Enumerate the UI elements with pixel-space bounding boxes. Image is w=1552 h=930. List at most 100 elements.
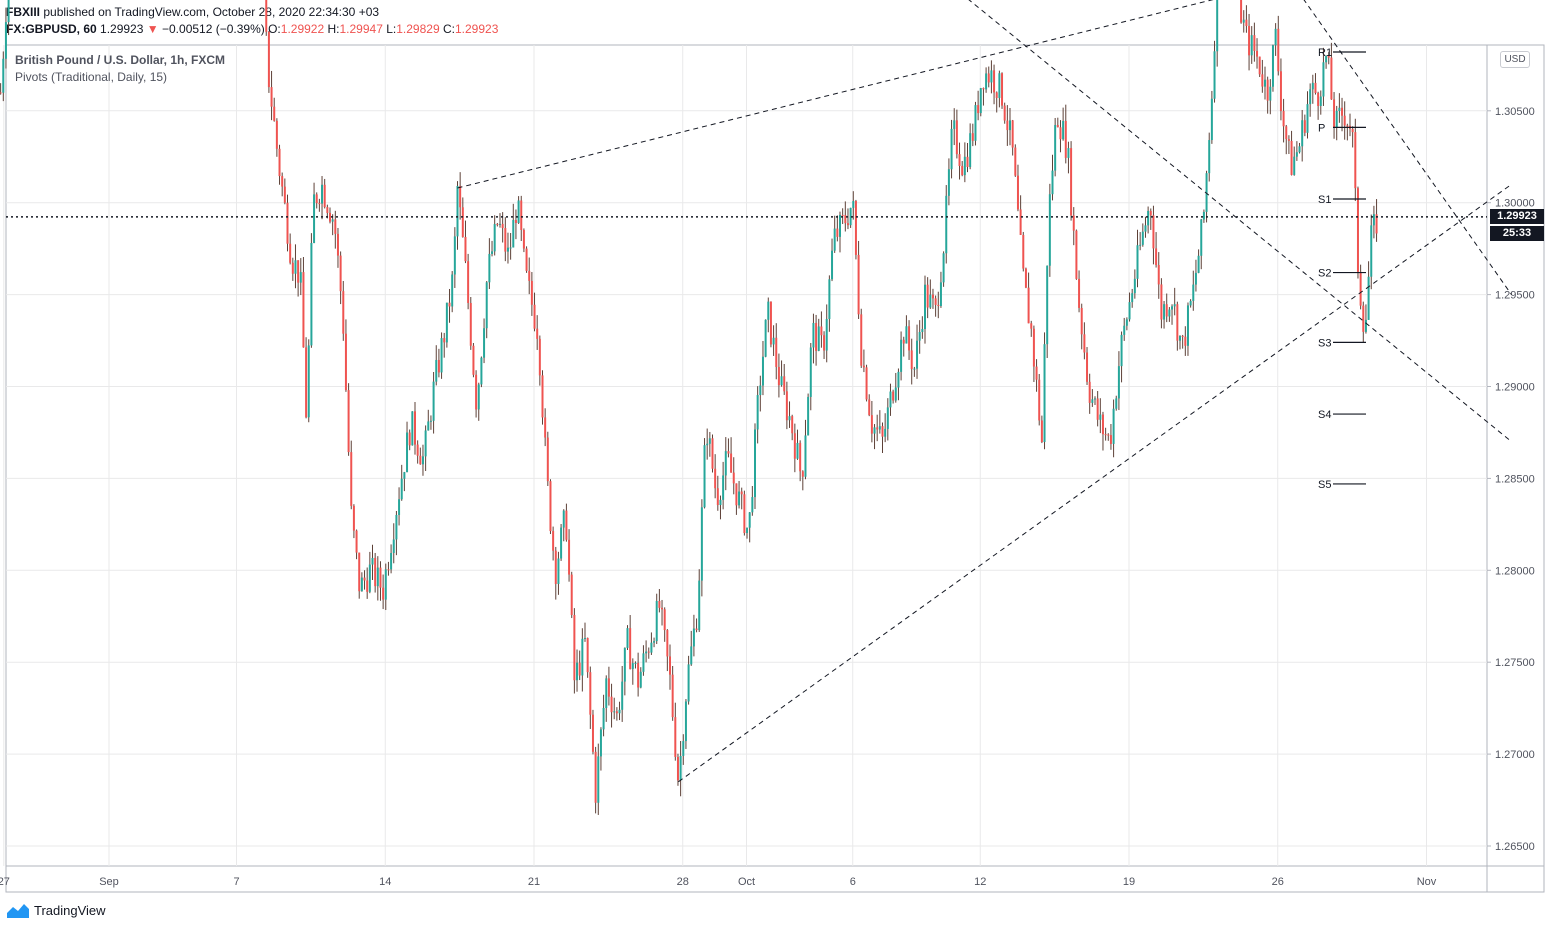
candle-body: [785, 391, 788, 421]
y-tick-label: 1.30000: [1495, 198, 1535, 210]
candle-body: [1264, 79, 1266, 87]
candle-body: [804, 435, 807, 477]
candle-body: [743, 494, 746, 534]
candle-body: [1083, 334, 1086, 353]
candle-body: [889, 391, 892, 408]
candle-body: [546, 437, 549, 482]
candle-body: [366, 580, 369, 592]
pivot-label: R1: [1318, 47, 1332, 59]
x-tick-label: 6: [850, 876, 856, 888]
candle-body: [751, 497, 754, 513]
candle-body: [921, 328, 924, 333]
candle-body: [605, 678, 608, 708]
candle-body: [759, 385, 762, 396]
candle-body: [1091, 399, 1094, 403]
candle-body: [1054, 124, 1057, 171]
candle-body: [506, 247, 509, 252]
candle-body: [679, 755, 682, 781]
candle-body: [379, 567, 382, 588]
candle-body: [581, 638, 584, 676]
ohlc-bar: FX:GBPUSD, 60 1.29923 ▼ −0.00512 (−0.39%…: [6, 22, 498, 36]
candle-body: [870, 415, 873, 434]
x-tick-label: Nov: [1417, 876, 1437, 888]
candle-body: [950, 128, 953, 170]
candle-body: [347, 390, 350, 453]
candle-body: [408, 432, 411, 446]
candle-body: [1362, 305, 1365, 332]
candle-body: [1125, 319, 1128, 326]
candle-body: [942, 253, 945, 283]
candle-body: [1141, 231, 1144, 245]
candle-body: [1080, 307, 1083, 335]
candle-body: [1210, 98, 1213, 141]
candle-body: [714, 468, 717, 489]
candle-body: [1319, 96, 1322, 106]
candle-body: [549, 481, 552, 532]
candle-body: [629, 628, 632, 670]
candle-body: [313, 194, 316, 243]
candle-body: [812, 322, 815, 348]
candle-body: [299, 272, 302, 283]
candle-body: [730, 453, 733, 473]
candle-body: [1048, 194, 1051, 266]
candle-body: [2, 58, 5, 93]
candle-body: [1152, 215, 1155, 249]
candle-body: [854, 201, 857, 255]
candle-body: [1168, 309, 1171, 317]
candle-body: [586, 637, 589, 673]
candle-body: [769, 301, 772, 345]
candle-body: [318, 203, 321, 205]
candle-body: [1024, 268, 1027, 288]
candle-body: [305, 347, 308, 418]
candle-body: [1189, 300, 1192, 306]
currency-button[interactable]: USD: [1500, 51, 1530, 68]
indicator-legend[interactable]: Pivots (Traditional, Daily, 15): [15, 70, 168, 84]
candle-body: [1059, 127, 1062, 140]
footer-brand[interactable]: TradingView: [6, 901, 106, 919]
candle-body: [820, 326, 823, 336]
candle-body: [477, 384, 480, 410]
candle-body: [892, 391, 895, 401]
candle-body: [650, 642, 653, 653]
candle-body: [278, 148, 281, 177]
candle-body: [289, 243, 292, 263]
candle-body: [1341, 107, 1344, 116]
candle-body: [1179, 335, 1181, 341]
candle-body: [459, 185, 462, 208]
candle-body: [560, 527, 563, 559]
candle-body: [1338, 107, 1341, 111]
candle-body: [350, 452, 353, 506]
pivot-label: P: [1318, 122, 1325, 134]
candle-body: [1333, 99, 1336, 128]
candle-body: [690, 646, 693, 665]
candle-body: [541, 375, 544, 418]
candle-body: [913, 368, 916, 370]
candle-body: [1285, 126, 1288, 140]
candle-body: [724, 451, 727, 476]
close-label: C:: [442, 22, 455, 36]
candle-body: [360, 577, 363, 592]
candle-body: [929, 294, 932, 308]
candle-body: [1064, 120, 1067, 158]
candle-body: [1200, 219, 1203, 256]
candle-body: [732, 472, 735, 484]
candle-body: [873, 427, 876, 434]
candle-body: [878, 426, 881, 430]
candle-body: [602, 707, 605, 730]
pivot-label: S5: [1318, 479, 1331, 491]
candle-body: [512, 220, 515, 248]
x-tick-label: 19: [1123, 876, 1135, 888]
candle-body: [1293, 156, 1296, 175]
candle-body: [1181, 335, 1184, 337]
x-tick-label: 7: [233, 876, 239, 888]
candle-body: [833, 228, 836, 251]
x-tick-label: 28: [677, 876, 689, 888]
candle-body: [1322, 62, 1325, 97]
candle-body: [1075, 230, 1078, 279]
candle-body: [376, 567, 379, 587]
candle-body: [775, 337, 778, 367]
candle-body: [610, 696, 613, 713]
candle-body: [568, 539, 571, 575]
candle-body: [1197, 255, 1200, 273]
